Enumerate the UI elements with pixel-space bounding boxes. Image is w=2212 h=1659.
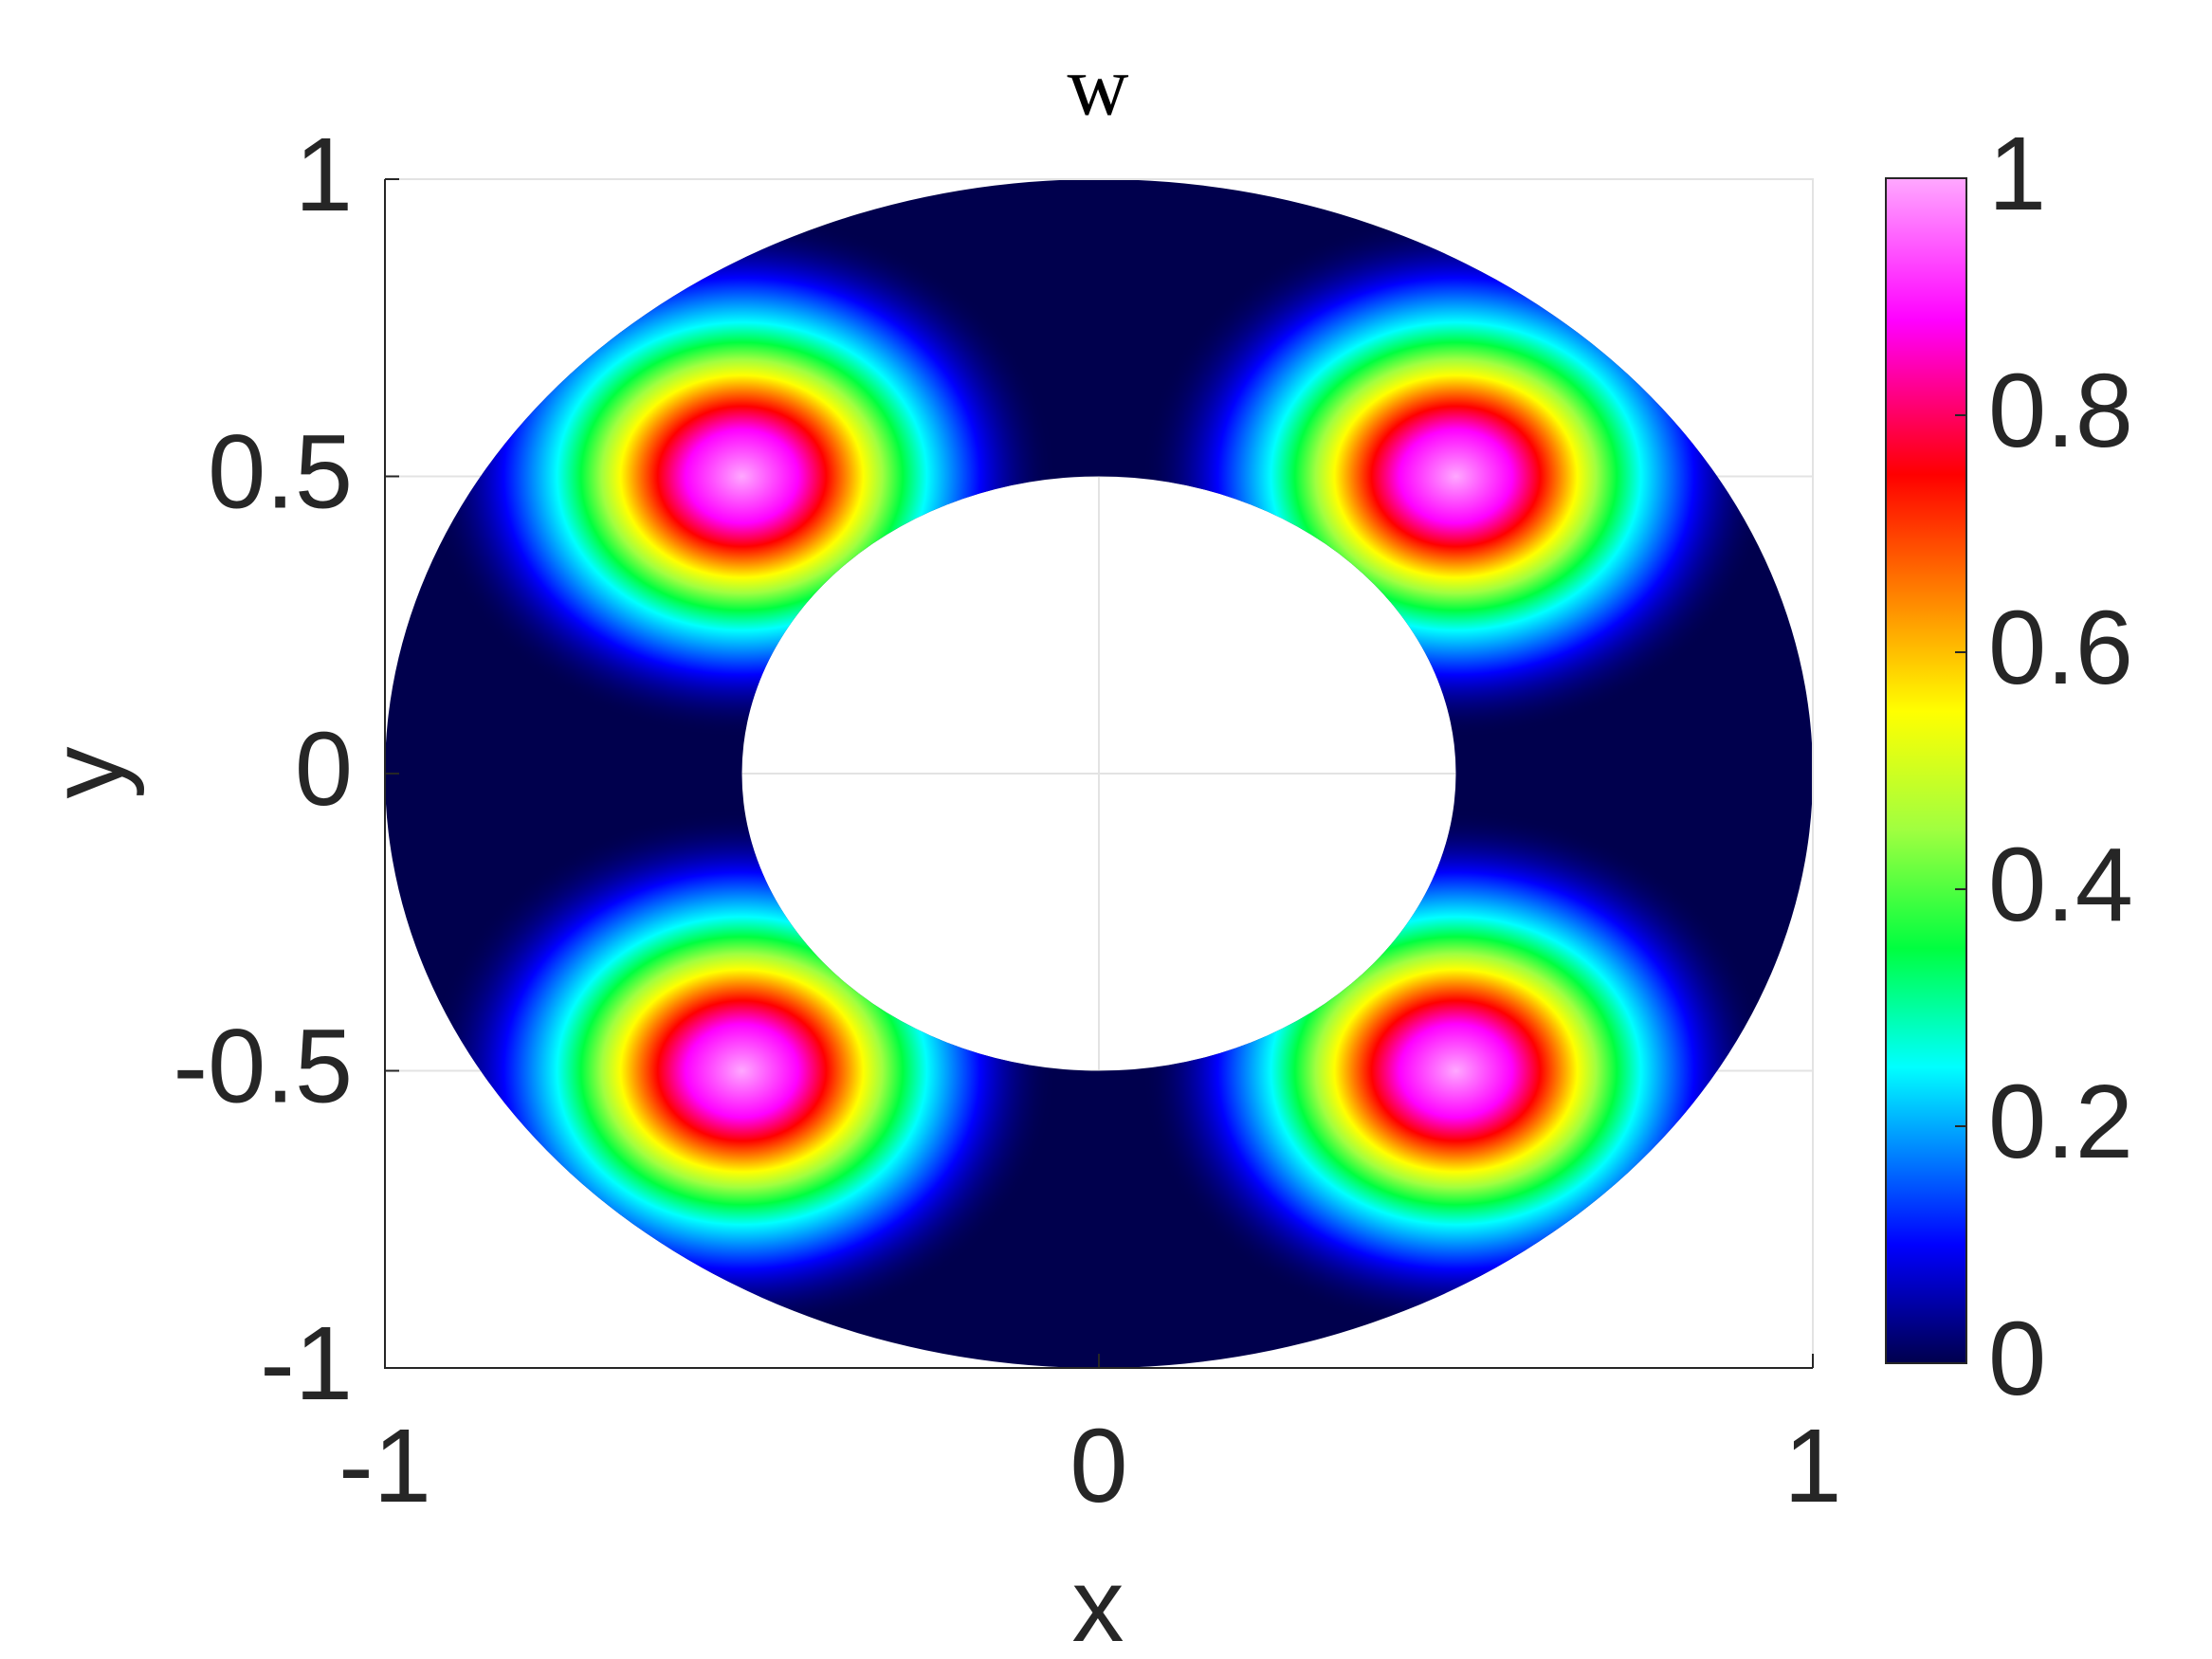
x-tick-label: 0 <box>1069 1408 1127 1524</box>
axis-frame <box>385 178 1814 1368</box>
y-tick-label: 0.5 <box>208 414 353 531</box>
colorbar <box>1885 177 1967 1364</box>
x-tick-label: -1 <box>338 1408 431 1524</box>
x-axis-label: x <box>1072 1547 1124 1659</box>
y-axis-label: y <box>28 747 145 799</box>
colorbar-tick-label: 0.2 <box>1988 1064 2133 1180</box>
colorbar-tick-label: 0.8 <box>1988 353 2133 469</box>
peak <box>428 214 1056 738</box>
y-tick-label: -1 <box>260 1305 353 1422</box>
y-tick-label: 1 <box>295 117 353 233</box>
y-tick-label: 0 <box>295 711 353 828</box>
chart-title: w <box>1068 40 1129 134</box>
y-tick-label: -0.5 <box>173 1009 353 1125</box>
peak <box>1142 809 1770 1333</box>
colorbar-tick-label: 1 <box>1988 116 2046 232</box>
colorbar-tick-label: 0.4 <box>1988 827 2133 943</box>
colorbar-tick-label: 0.6 <box>1988 590 2133 706</box>
colorbar-tick-label: 0 <box>1988 1301 2046 1417</box>
x-tick-label: 1 <box>1783 1408 1841 1524</box>
peak <box>428 809 1056 1333</box>
peak <box>1142 214 1770 738</box>
